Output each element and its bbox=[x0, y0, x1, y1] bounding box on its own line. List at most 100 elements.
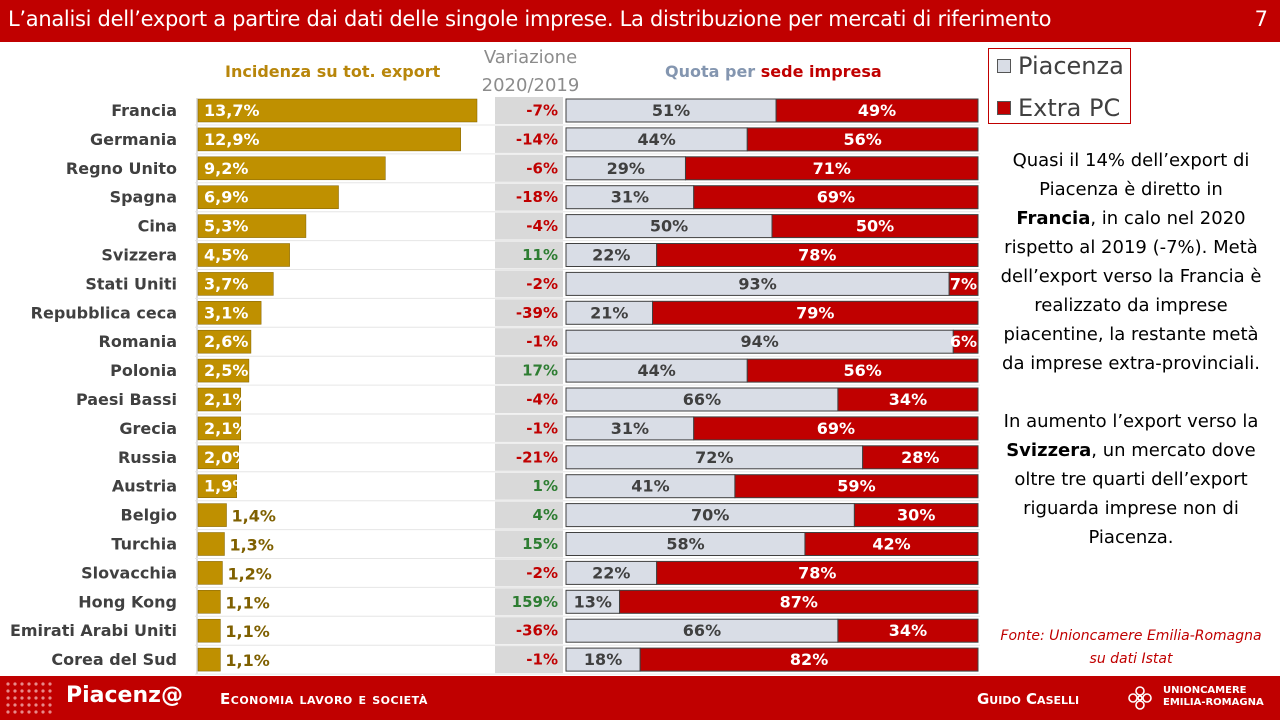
footer-org: UNIONCAMERE EMILIA-ROMAGNA bbox=[1163, 685, 1264, 709]
incidenza-label: 1,1% bbox=[225, 622, 269, 641]
footer: Piacenz@ Economia lavoro e società Guido… bbox=[0, 676, 1280, 720]
incidenza-bar bbox=[197, 474, 237, 498]
variazione-label: -2% bbox=[526, 275, 558, 293]
variazione-cell bbox=[495, 588, 563, 616]
piacenza-label: 31% bbox=[611, 188, 649, 207]
extra-pc-label: 79% bbox=[796, 303, 834, 322]
legend-swatch-piacenza bbox=[997, 59, 1011, 73]
variazione-label: -2% bbox=[526, 564, 558, 582]
variazione-label: -1% bbox=[526, 651, 558, 669]
variazione-label: -39% bbox=[516, 304, 558, 322]
variazione-cell bbox=[495, 97, 563, 124]
variazione-cell bbox=[495, 183, 563, 211]
piacenza-label: 22% bbox=[592, 563, 630, 582]
incidenza-label: 1,1% bbox=[225, 593, 269, 612]
extra-pc-segment bbox=[804, 532, 979, 556]
legend-label-extra-pc: Extra PC bbox=[1018, 94, 1121, 122]
incidenza-bar bbox=[197, 532, 225, 556]
country-label: Slovacchia bbox=[81, 563, 177, 582]
legend-label-piacenza: Piacenza bbox=[1018, 52, 1124, 80]
extra-pc-label: 59% bbox=[837, 477, 875, 496]
incidenza-bar bbox=[197, 445, 239, 470]
piacenza-label: 44% bbox=[637, 361, 675, 380]
piacenza-label: 72% bbox=[695, 448, 733, 467]
variazione-label: -4% bbox=[526, 217, 558, 235]
piacenza-label: 18% bbox=[584, 650, 622, 669]
extra-pc-segment bbox=[693, 416, 979, 441]
extra-pc-segment bbox=[948, 271, 979, 296]
piacenza-label: 13% bbox=[574, 592, 612, 611]
quota-header-highlight: sede impresa bbox=[760, 62, 882, 81]
extra-pc-segment bbox=[684, 156, 979, 181]
extra-pc-label: 69% bbox=[817, 419, 855, 438]
piacenza-label: 31% bbox=[611, 419, 649, 438]
extra-pc-label: 28% bbox=[901, 448, 939, 467]
incidenza-bar bbox=[197, 416, 242, 441]
dots-pattern-icon bbox=[6, 682, 52, 714]
incidenza-bar bbox=[197, 329, 252, 354]
variazione-cell bbox=[495, 530, 563, 558]
variazione-cell bbox=[495, 125, 563, 153]
country-label: Paesi Bassi bbox=[76, 390, 177, 409]
country-label: Corea del Sud bbox=[51, 650, 177, 669]
extra-pc-segment bbox=[771, 214, 979, 239]
extra-pc-segment bbox=[639, 647, 979, 672]
extra-pc-label: 69% bbox=[817, 188, 855, 207]
piacenza-label: 41% bbox=[631, 477, 669, 496]
country-label: Stati Uniti bbox=[85, 274, 177, 293]
incidenza-bar bbox=[197, 156, 386, 181]
extra-pc-segment bbox=[746, 358, 979, 383]
incidenza-bar bbox=[197, 358, 250, 383]
extra-pc-label: 82% bbox=[790, 650, 828, 669]
incidenza-label: 12,9% bbox=[204, 130, 260, 149]
comment-p2-b: Svizzera bbox=[1006, 440, 1092, 461]
variazione-cell bbox=[495, 501, 563, 529]
incidenza-bar bbox=[197, 243, 290, 267]
variazione-header: Variazione 2020/2019 bbox=[468, 44, 593, 100]
country-label: Svizzera bbox=[101, 246, 177, 265]
variazione-cell bbox=[495, 241, 563, 269]
unioncamere-logo-icon bbox=[1128, 686, 1152, 710]
extra-pc-segment bbox=[862, 445, 979, 470]
incidenza-label: 1,3% bbox=[229, 536, 273, 555]
country-label: Polonia bbox=[110, 361, 177, 380]
legend-swatch-extra-pc bbox=[997, 101, 1011, 115]
variazione-label: 4% bbox=[533, 506, 558, 524]
extra-pc-label: 71% bbox=[813, 159, 851, 178]
country-label: Hong Kong bbox=[78, 592, 177, 611]
variazione-cell bbox=[495, 328, 563, 356]
country-label: Turchia bbox=[111, 535, 177, 554]
piacenza-label: 94% bbox=[740, 332, 778, 351]
variazione-label: 17% bbox=[522, 362, 558, 380]
incidenza-header: Incidenza su tot. export bbox=[225, 62, 441, 81]
extra-pc-segment bbox=[952, 329, 979, 354]
piacenza-label: 22% bbox=[592, 246, 630, 265]
comment-paragraph-1: Quasi il 14% dell’export di Piacenza è d… bbox=[1000, 146, 1262, 378]
extra-pc-label: 78% bbox=[798, 563, 836, 582]
incidenza-bar bbox=[197, 127, 461, 152]
piacenza-label: 44% bbox=[637, 130, 675, 149]
title-bar: L’analisi dell’export a partire dai dati… bbox=[0, 0, 1280, 42]
extra-pc-segment bbox=[746, 127, 979, 152]
incidenza-label: 1,2% bbox=[227, 564, 271, 583]
incidenza-bar bbox=[197, 618, 221, 643]
quota-header-prefix: Quota per bbox=[665, 62, 756, 81]
incidenza-bar bbox=[197, 98, 478, 123]
piacenza-label: 29% bbox=[607, 159, 645, 178]
incidenza-label: 3,1% bbox=[204, 303, 248, 322]
variazione-label: -7% bbox=[526, 102, 558, 120]
piacenza-label: 51% bbox=[652, 101, 690, 120]
incidenza-label: 4,5% bbox=[204, 246, 248, 265]
legend: Piacenza Extra PC bbox=[988, 48, 1131, 124]
incidenza-label: 3,7% bbox=[204, 274, 248, 293]
incidenza-label: 2,1% bbox=[204, 390, 248, 409]
incidenza-label: 9,2% bbox=[204, 159, 248, 178]
country-label: Grecia bbox=[119, 419, 177, 438]
country-label: Repubblica ceca bbox=[31, 303, 177, 322]
comment-p1-c: , in calo nel 2020 rispetto al 2019 (-7%… bbox=[1000, 208, 1262, 374]
comment-p1-a: Quasi il 14% dell’export di Piacenza è d… bbox=[1012, 150, 1250, 200]
slide-title: L’analisi dell’export a partire dai dati… bbox=[8, 7, 1052, 31]
chart: Francia 13,7% -7% 51% 49% Germania 12,9% -14% 44… bbox=[10, 97, 980, 675]
extra-pc-segment bbox=[853, 503, 979, 528]
incidenza-label: 6,9% bbox=[204, 188, 248, 207]
